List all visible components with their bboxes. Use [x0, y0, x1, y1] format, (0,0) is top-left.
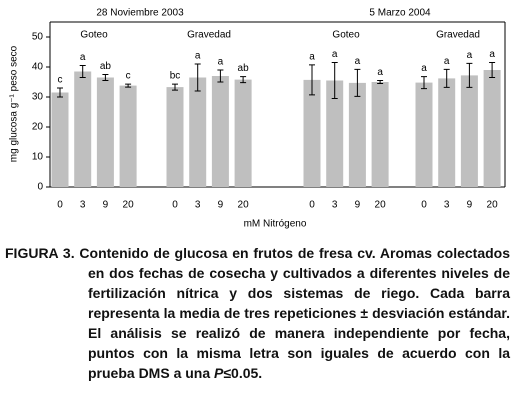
bar: [51, 92, 69, 187]
y-tick-label: 20: [32, 122, 44, 133]
x-tick-label: 9: [103, 200, 109, 211]
error-bar: [331, 62, 338, 99]
y-tick-label: 10: [32, 152, 44, 163]
group-label: Goteo: [80, 30, 108, 41]
y-axis-title: mg glucosa g⁻¹ peso seco: [9, 45, 20, 162]
date-header: 28 Noviembre 2003: [96, 8, 184, 19]
caption-label: FIGURA 3.: [5, 245, 75, 261]
bar: [483, 70, 501, 187]
caption-text: ≤0.05.: [223, 365, 263, 381]
error-bar: [466, 62, 473, 88]
significance-letter: ab: [238, 63, 250, 74]
caption: FIGURA 3. Contenido de glucosa en frutos…: [5, 243, 510, 383]
significance-letter: a: [332, 49, 338, 60]
caption-italic: P: [214, 365, 224, 381]
significance-letter: a: [195, 51, 201, 62]
significance-letter: a: [489, 49, 495, 60]
significance-letter: a: [467, 50, 473, 61]
x-tick-label: 20: [238, 200, 250, 211]
bar: [348, 82, 366, 187]
error-bar: [354, 68, 361, 97]
bar: [166, 87, 184, 187]
x-axis-title: mM Nitrógeno: [244, 219, 307, 230]
significance-letter: c: [126, 71, 131, 82]
x-tick-label: 0: [172, 200, 178, 211]
x-tick-label: 3: [332, 200, 338, 211]
significance-letter: bc: [170, 71, 181, 82]
bar: [303, 79, 321, 187]
x-tick-label: 9: [355, 200, 361, 211]
x-tick-label: 0: [57, 200, 63, 211]
y-tick-label: 30: [32, 92, 44, 103]
error-bar: [489, 62, 496, 78]
error-bar: [172, 83, 178, 91]
date-header: 5 Marzo 2004: [369, 8, 431, 19]
significance-letter: a: [444, 56, 450, 67]
error-bar: [102, 74, 109, 81]
significance-letter: a: [355, 56, 361, 67]
significance-letter: a: [218, 57, 224, 68]
error-bar: [125, 83, 132, 88]
error-bar: [240, 76, 247, 84]
error-bar: [79, 65, 86, 78]
x-tick-label: 3: [195, 200, 201, 211]
x-tick-label: 20: [487, 200, 499, 211]
bar: [371, 82, 389, 187]
bar: [438, 78, 456, 187]
bar: [96, 77, 114, 187]
y-tick-label: 50: [32, 32, 44, 43]
error-bar: [309, 64, 315, 96]
group-label: Gravedad: [436, 30, 480, 41]
x-tick-label: 3: [80, 200, 86, 211]
bar: [119, 85, 137, 187]
bar: [326, 80, 344, 187]
chart: 28 Noviembre 2003 5 Marzo 2004 mg glucos…: [9, 8, 506, 230]
bar: [415, 82, 433, 187]
x-tick-label: 20: [123, 200, 135, 211]
x-tick-label: 3: [444, 200, 450, 211]
bar: [74, 71, 92, 187]
bar: [460, 75, 478, 187]
error-bar: [217, 69, 224, 83]
x-tick-label: 0: [309, 200, 315, 211]
error-bar: [194, 63, 201, 92]
significance-letter: a: [80, 52, 86, 63]
significance-letter: a: [421, 63, 427, 74]
error-bar: [377, 80, 384, 84]
bar: [211, 76, 229, 187]
x-tick-label: 0: [421, 200, 427, 211]
caption-text: Contenido de glucosa en frutos de fresa …: [79, 245, 510, 381]
group-label: Gravedad: [187, 30, 231, 41]
significance-letter: a: [377, 67, 383, 78]
error-bar: [57, 87, 63, 98]
error-bar: [421, 76, 427, 90]
x-tick-label: 20: [375, 200, 387, 211]
bar: [189, 77, 207, 187]
significance-letter: c: [58, 75, 63, 86]
bar: [234, 79, 252, 187]
error-bar: [443, 68, 450, 88]
significance-letter: ab: [100, 61, 112, 72]
y-tick-label: 0: [37, 182, 43, 193]
x-tick-label: 9: [467, 200, 473, 211]
significance-letter: a: [309, 52, 315, 63]
y-tick-label: 40: [32, 62, 44, 73]
x-tick-label: 9: [218, 200, 224, 211]
group-label: Goteo: [332, 30, 360, 41]
